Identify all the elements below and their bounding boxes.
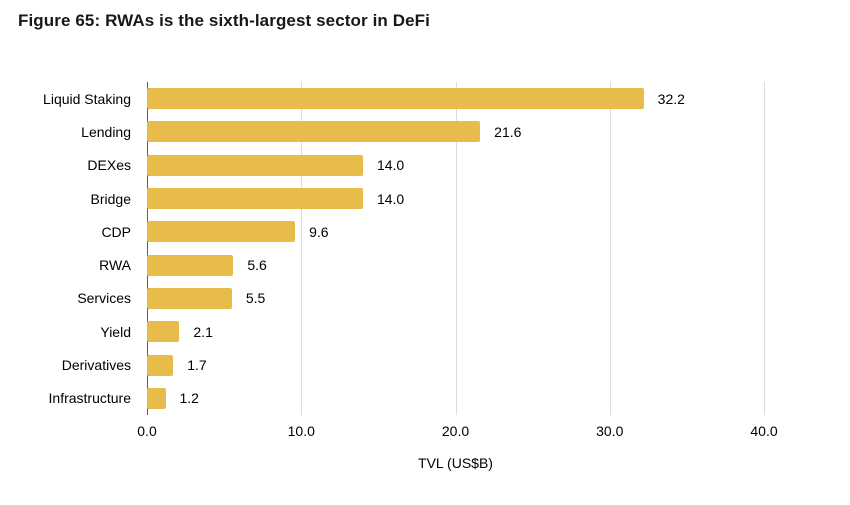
bar (147, 121, 481, 143)
bar (147, 321, 180, 343)
value-label: 2.1 (193, 323, 213, 340)
bar (147, 188, 363, 210)
value-label: 9.6 (309, 223, 329, 240)
value-label: 5.5 (245, 290, 266, 307)
bar-row: Liquid Staking 32.2 (0, 82, 840, 115)
bar (147, 287, 232, 309)
bar-row: RWA 5.6 (0, 249, 840, 282)
value-label: 1.7 (187, 357, 207, 374)
category-label: Lending (81, 123, 131, 140)
bar-area: 5.6 (147, 249, 840, 282)
category-label: CDP (101, 223, 131, 240)
gridline (609, 82, 611, 415)
category-label: Services (77, 290, 131, 307)
bar-area: 14.0 (147, 182, 840, 215)
x-axis-ticks: 0.0 10.0 20.0 30.0 40.0 (137, 423, 777, 439)
y-axis-line (147, 82, 148, 415)
value-label: 5.6 (247, 257, 267, 274)
category-label: Liquid Staking (43, 90, 131, 107)
value-label: 21.6 (494, 123, 522, 140)
bar-row: Yield 2.1 (0, 315, 840, 348)
x-tick-label: 10.0 (287, 423, 315, 439)
plot-gridlines (147, 82, 765, 415)
bar-area: 1.7 (147, 348, 840, 381)
figure-title: Figure 65: RWAs is the sixth-largest sec… (18, 11, 430, 30)
bar-area: 1.2 (147, 382, 840, 415)
x-tick-label: 40.0 (750, 423, 778, 439)
bar-area: 5.5 (147, 282, 840, 315)
bar (147, 221, 296, 243)
x-tick-label: 0.0 (137, 423, 157, 439)
bar-row: Services 5.5 (0, 282, 840, 315)
x-tick-label: 20.0 (441, 423, 470, 439)
category-label: Yield (100, 323, 131, 340)
gridline (455, 82, 457, 415)
value-label: 14.0 (376, 190, 405, 207)
x-tick-label: 30.0 (596, 423, 624, 439)
bar (147, 387, 166, 409)
bar-area: 9.6 (147, 215, 840, 248)
bar-rows: Liquid Staking 32.2 Lending 21.6 DEXes 14.0 Br… (0, 82, 840, 415)
bar-area: 32.2 (147, 82, 840, 115)
category-label: Derivatives (61, 357, 131, 374)
bar-area: 14.0 (147, 149, 840, 182)
bar-area: 2.1 (147, 315, 840, 348)
value-label: 1.2 (179, 390, 199, 407)
bar-row: Infrastructure 1.2 (0, 382, 840, 415)
category-label: DEXes (87, 157, 131, 174)
bar-row: CDP 9.6 (0, 215, 840, 248)
category-label: Infrastructure (48, 390, 131, 407)
value-label: 14.0 (376, 157, 405, 174)
category-label: RWA (99, 257, 131, 274)
bar (147, 154, 363, 176)
bar-row: Bridge 14.0 (0, 182, 840, 215)
bar-row: DEXes 14.0 (0, 149, 840, 182)
bar-area: 21.6 (147, 115, 840, 148)
bar (147, 254, 234, 276)
value-label: 32.2 (657, 90, 685, 107)
bar (147, 354, 174, 376)
bar (147, 88, 644, 110)
category-label: Bridge (90, 190, 131, 207)
gridline (301, 82, 303, 415)
x-axis-title: TVL (US$B) (418, 455, 493, 471)
bar-row: Lending 21.6 (0, 115, 840, 148)
bar-row: Derivatives 1.7 (0, 348, 840, 381)
gridline (764, 82, 765, 415)
